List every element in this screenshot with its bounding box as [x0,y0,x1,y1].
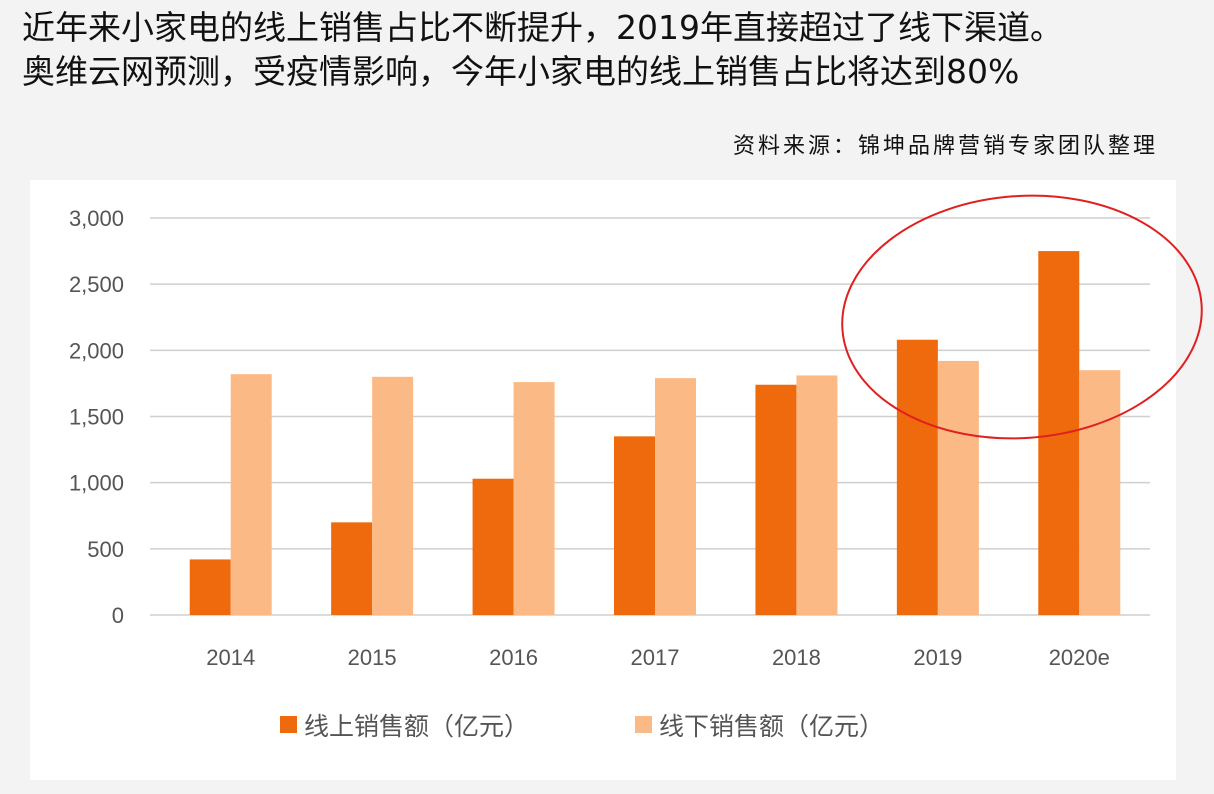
x-tick-label: 2014 [206,645,255,670]
y-tick-label: 3,000 [69,206,124,231]
bar-offline-2020e [1079,370,1121,615]
bar-offline-2018 [796,375,838,615]
y-tick-label: 2,500 [69,272,124,297]
chart-panel [30,180,1176,780]
legend-label: 线上销售额（亿元） [304,712,529,741]
legend-swatch [635,716,652,733]
x-tick-label: 2020e [1049,645,1110,670]
bar-online-2015 [331,522,373,615]
x-tick-label: 2017 [631,645,680,670]
legend-swatch [280,716,297,733]
headline-line-1: 近年来小家电的线上销售占比不断提升，2019年直接超过了线下渠道。 [22,8,1063,47]
x-tick-label: 2016 [489,645,538,670]
highlight-ellipse [841,194,1203,440]
y-tick-label: 500 [87,537,124,562]
headline-line-2: 奥维云网预测，受疫情影响，今年小家电的线上销售占比将达到80% [22,52,1020,91]
bar-online-2018 [755,384,797,615]
x-tick-label: 2018 [772,645,821,670]
y-tick-label: 1,000 [69,471,124,496]
y-tick-label: 2,000 [69,338,124,363]
bar-online-2017 [614,436,655,615]
bar-online-2016 [472,478,514,615]
bar-online-2020e [1038,251,1080,616]
source-note: 资料来源：锦坤品牌营销专家团队整理 [732,134,1158,159]
bar-offline-2015 [372,376,414,615]
legend-label: 线下销售额（亿元） [659,712,884,741]
x-tick-label: 2019 [913,645,962,670]
bar-offline-2014 [230,374,272,615]
y-tick-label: 1,500 [69,405,124,430]
bar-offline-2019 [937,360,979,615]
bar-online-2019 [896,339,938,615]
x-tick-label: 2015 [348,645,397,670]
bar-offline-2016 [513,382,555,615]
y-tick-label: 0 [112,603,124,628]
headline: 近年来小家电的线上销售占比不断提升，2019年直接超过了线下渠道。 奥维云网预测… [22,6,1063,94]
bar-offline-2017 [655,378,696,615]
bar-online-2014 [189,559,231,615]
